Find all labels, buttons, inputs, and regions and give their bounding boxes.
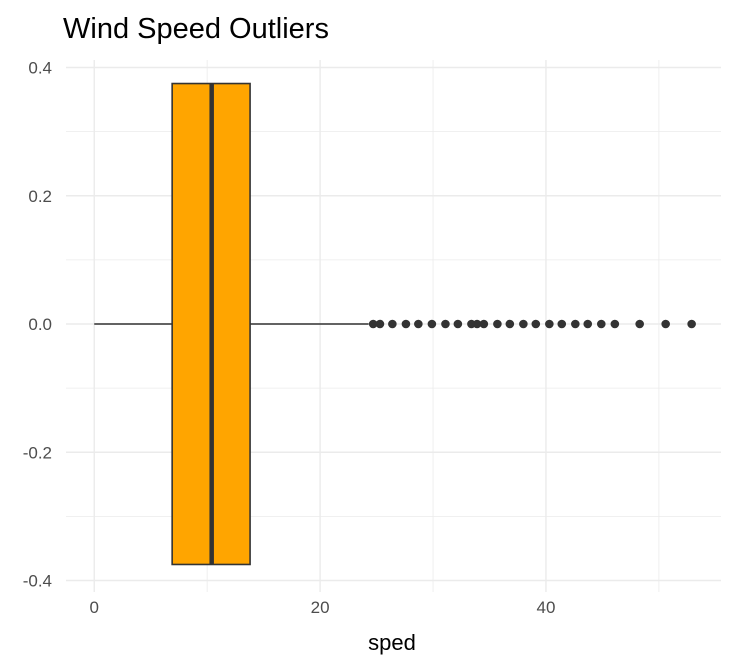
outlier-point bbox=[401, 319, 411, 329]
outlier-point bbox=[687, 319, 696, 329]
outlier-point bbox=[519, 319, 528, 329]
chart-title: Wind Speed Outliers bbox=[63, 13, 329, 45]
outlier-point bbox=[545, 319, 554, 329]
y-axis-ticks: 0.4 0.2 0.0 -0.2 -0.4 bbox=[23, 59, 52, 591]
outlier-point bbox=[505, 319, 515, 329]
outlier-point bbox=[531, 319, 541, 329]
outlier-point bbox=[661, 319, 670, 329]
outlier-point bbox=[388, 319, 397, 329]
outlier-point bbox=[368, 319, 378, 329]
outlier-point bbox=[557, 319, 567, 329]
outlier-points bbox=[368, 319, 696, 329]
outlier-point bbox=[472, 319, 482, 329]
x-tick-label: 0 bbox=[89, 598, 98, 617]
x-axis-label: sped bbox=[368, 630, 416, 655]
outlier-point bbox=[375, 319, 385, 329]
x-axis-ticks: 0 20 40 bbox=[89, 598, 555, 617]
y-tick-label: 0.4 bbox=[28, 59, 52, 78]
y-tick-label: 0.2 bbox=[28, 187, 52, 206]
outlier-point bbox=[441, 319, 450, 329]
outlier-point bbox=[427, 319, 437, 329]
y-tick-label: -0.2 bbox=[23, 443, 52, 462]
y-tick-label: -0.4 bbox=[23, 572, 52, 591]
y-tick-label: 0.0 bbox=[28, 315, 52, 334]
outlier-point bbox=[583, 319, 593, 329]
outlier-point bbox=[479, 319, 489, 329]
outlier-point bbox=[414, 319, 423, 329]
outlier-point bbox=[453, 319, 463, 329]
outlier-point bbox=[571, 319, 580, 329]
x-tick-label: 20 bbox=[311, 598, 330, 617]
outlier-point bbox=[635, 319, 644, 329]
outlier-point bbox=[596, 319, 606, 329]
box-plot bbox=[94, 82, 369, 566]
x-tick-label: 40 bbox=[536, 598, 555, 617]
outlier-point bbox=[610, 319, 620, 329]
outlier-point bbox=[493, 319, 502, 329]
